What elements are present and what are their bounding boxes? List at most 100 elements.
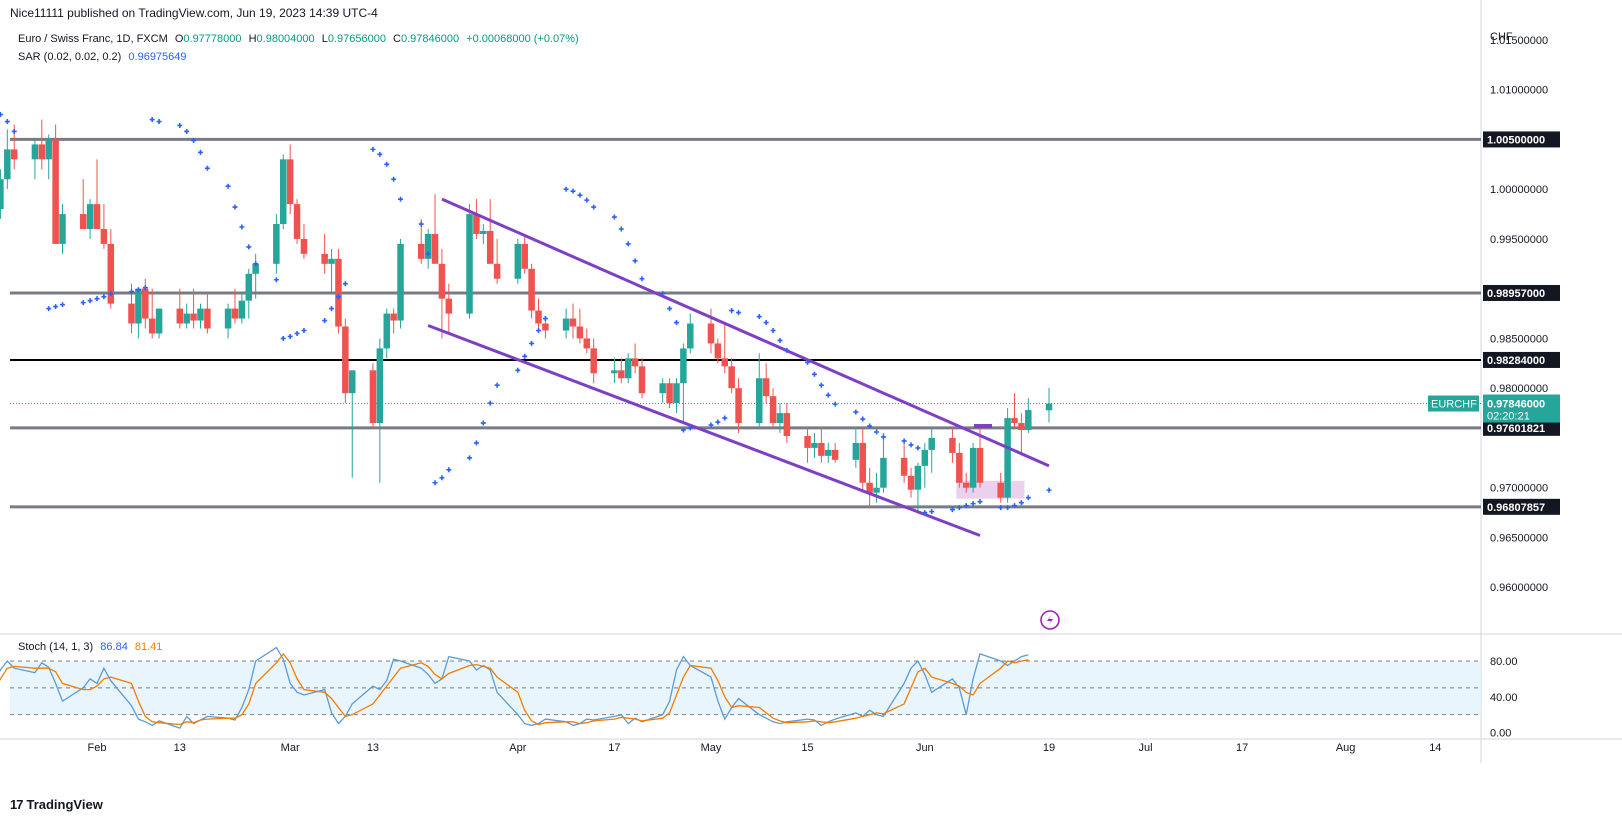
sar-dot: [784, 347, 790, 353]
sar-dot: [232, 204, 238, 210]
sar-dot: [149, 117, 155, 123]
level-price-tag: [1483, 284, 1560, 301]
sar-dot: [577, 192, 583, 198]
sar-dot: [87, 298, 93, 304]
time-tick-label: 13: [367, 742, 379, 754]
candle-down: [493, 263, 501, 279]
currency-label: CHF: [1490, 31, 1513, 43]
sar-dot: [4, 119, 10, 125]
candle-down: [535, 310, 542, 324]
sar-dot: [1012, 503, 1018, 509]
sar-dot: [60, 302, 66, 308]
candle-up: [238, 300, 246, 319]
time-tick-label: 14: [1429, 742, 1441, 754]
candle-down: [417, 243, 425, 259]
stoch-legend: Stoch (14, 1, 3) 86.84 81.41: [18, 641, 166, 653]
sar-dot: [0, 112, 3, 118]
candle-up: [480, 230, 487, 234]
candle-up: [624, 358, 632, 379]
sar-dot: [135, 287, 141, 293]
candle-up: [914, 465, 922, 490]
candle-down: [714, 343, 722, 359]
candle-down: [728, 366, 735, 389]
sar-dot: [377, 151, 383, 157]
candle-up: [562, 318, 570, 331]
sar-value: 0.96975649: [128, 51, 187, 63]
sar-dot: [384, 161, 390, 167]
sar-dot: [811, 371, 817, 377]
time-tick-label: Jul: [1139, 742, 1153, 754]
candle-up: [921, 449, 929, 466]
candle-up: [680, 348, 687, 384]
candle-up: [135, 288, 142, 324]
price-tick-label: 1.00000000: [1490, 184, 1548, 196]
candle-up: [424, 233, 432, 259]
sar-dot: [342, 281, 348, 287]
candle-down: [176, 308, 184, 324]
level-price-tag: [1483, 351, 1560, 368]
candle-up: [673, 383, 680, 404]
candle-down: [818, 442, 825, 456]
candle-down: [542, 323, 549, 331]
sar-dot: [473, 440, 479, 446]
sar-dot: [156, 119, 162, 125]
sar-dot: [1018, 500, 1024, 506]
ticker-tag: [1428, 395, 1479, 412]
candle-up: [183, 313, 190, 324]
tradingview-logo[interactable]: 17 TradingView: [10, 797, 103, 812]
time-tick-label: 19: [1043, 742, 1055, 754]
time-tick-label: 17: [1236, 742, 1248, 754]
level-price-label: 0.98957000: [1487, 288, 1545, 300]
sar-dot: [322, 318, 328, 324]
sar-dot: [1005, 505, 1011, 511]
candle-down: [618, 370, 625, 379]
candle-up: [252, 263, 259, 274]
candle-down: [342, 326, 349, 394]
candle-down: [148, 318, 156, 334]
candle-down: [831, 449, 839, 460]
sar-dot: [825, 392, 831, 398]
high-value: 0.98004000: [256, 33, 315, 45]
stoch-d-value: 81.41: [134, 641, 163, 653]
time-tick-label: 13: [174, 742, 186, 754]
sar-legend: SAR (0.02, 0.02, 0.2) 0.96975649: [18, 51, 191, 63]
sar-dot: [673, 320, 679, 326]
sar-dot: [522, 353, 528, 359]
sar-dot: [570, 188, 576, 194]
time-tick-label: Jun: [916, 742, 934, 754]
candle-down: [231, 308, 239, 319]
candle-down: [735, 388, 742, 424]
sar-dot: [191, 137, 197, 143]
sar-dot: [46, 306, 52, 312]
candle-down: [590, 348, 597, 374]
candle-down: [10, 149, 18, 160]
candle-down: [1011, 418, 1018, 424]
candle-up: [245, 273, 253, 301]
tradingview-logo-icon: 17: [10, 797, 24, 812]
sar-dot: [515, 367, 521, 373]
candle-up: [155, 308, 163, 334]
candle-up: [1025, 410, 1032, 430]
candle-up: [59, 214, 66, 244]
candle-down: [859, 442, 866, 483]
sar-dot: [722, 415, 728, 421]
candle-down: [335, 258, 342, 327]
candle-down: [79, 214, 87, 229]
candle-down: [569, 318, 577, 327]
sar-dot: [301, 327, 307, 333]
level-price-label: 1.00500000: [1487, 134, 1545, 146]
candle-down: [204, 308, 211, 329]
sar-dot: [763, 320, 769, 326]
sar-dot: [880, 434, 886, 440]
sar-dot: [922, 510, 928, 516]
breakout-marker: [974, 424, 993, 429]
candle-down: [949, 437, 956, 453]
candle-down: [631, 358, 639, 367]
sar-dot: [177, 123, 183, 129]
candle-down: [286, 159, 294, 205]
time-tick-label: Aug: [1336, 742, 1356, 754]
sar-dot: [329, 306, 335, 312]
sar-dot: [494, 382, 500, 388]
channel-lower-line: [427, 324, 981, 537]
